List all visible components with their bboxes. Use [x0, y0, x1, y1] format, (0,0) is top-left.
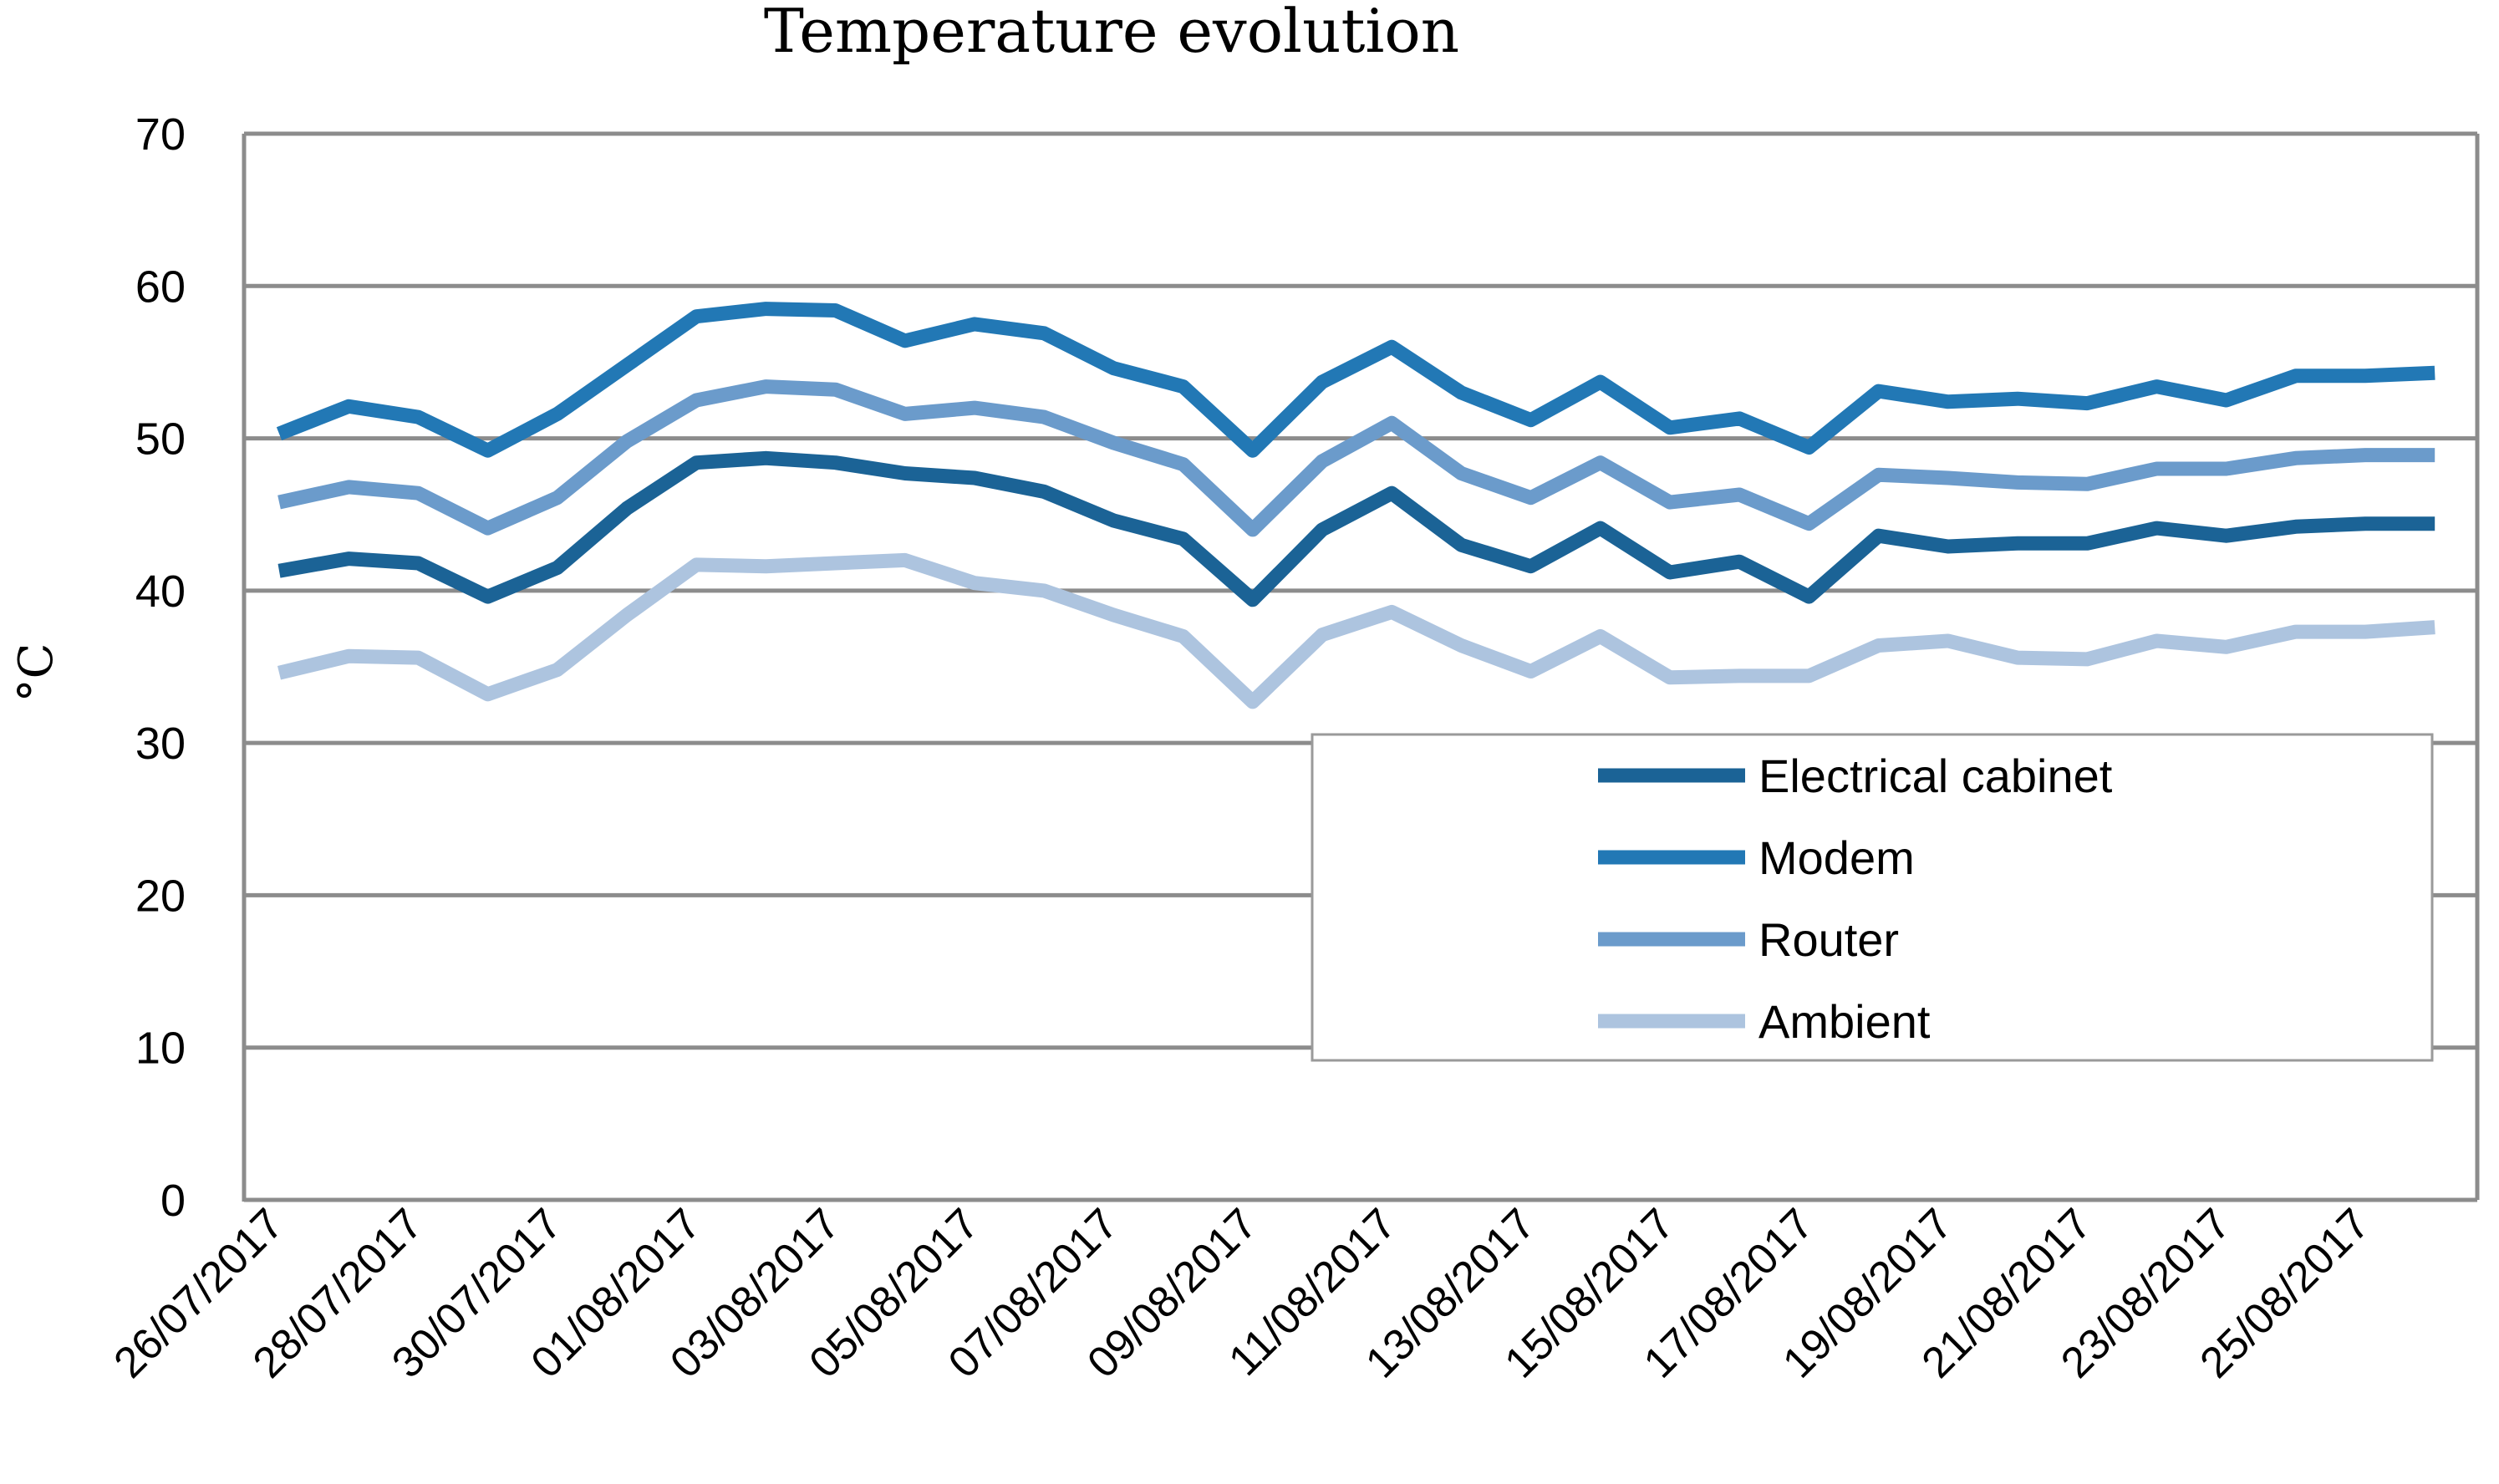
axes — [242, 134, 2480, 1202]
y-axis-label: °C — [9, 643, 64, 703]
series-lines — [276, 302, 2435, 709]
legend: Electrical cabinet Modem Router Ambient — [1311, 733, 2434, 1062]
series-line-router — [277, 379, 2435, 537]
legend-label: Router — [1758, 913, 1899, 966]
y-tick-label: 20 — [135, 871, 186, 921]
series-line-modem — [276, 302, 2435, 458]
legend-label: Ambient — [1758, 995, 1931, 1048]
y-tick-label: 10 — [135, 1024, 186, 1074]
y-tick-label: 30 — [135, 719, 186, 769]
legend-label: Modem — [1758, 831, 1915, 884]
chart-title: Temperature evolution — [764, 0, 1459, 66]
series-line-electrical-cabinet — [277, 450, 2435, 607]
y-tick-label: 70 — [135, 109, 186, 160]
y-tick-label: 0 — [160, 1176, 186, 1226]
legend-box — [1311, 733, 2434, 1062]
legend-label: Electrical cabinet — [1758, 750, 2113, 802]
y-tick-label: 50 — [135, 414, 186, 465]
y-axis-ticks: 0 10 20 30 40 50 60 70 — [135, 109, 186, 1226]
y-tick-label: 40 — [135, 567, 186, 617]
series-line-ambient — [277, 552, 2435, 709]
y-tick-label: 60 — [135, 262, 186, 312]
